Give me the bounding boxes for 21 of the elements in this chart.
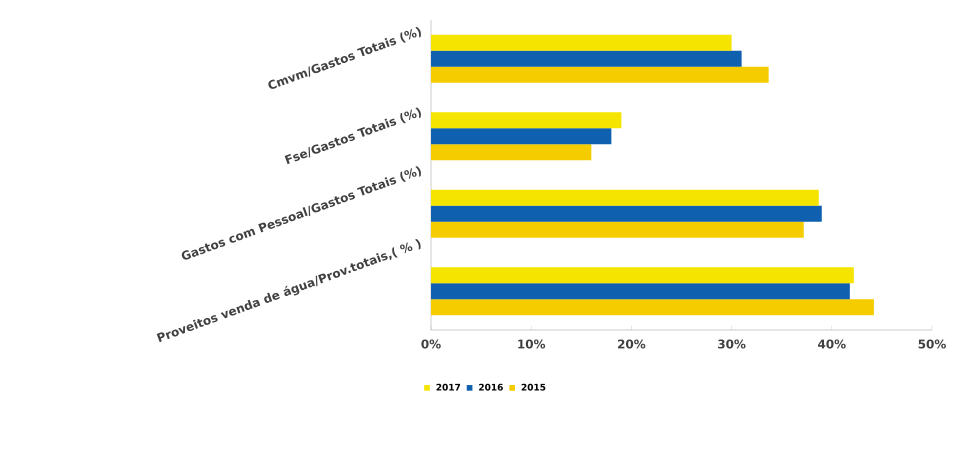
bar — [431, 128, 612, 144]
x-tick-label: 0% — [421, 339, 441, 349]
legend-label: 2017 — [436, 384, 460, 391]
bar — [431, 283, 850, 300]
legend-label: 2016 — [479, 384, 503, 391]
bar — [431, 222, 804, 238]
x-tick-label: 10% — [518, 339, 546, 349]
x-tick-label: 30% — [718, 339, 746, 349]
legend-label: 2015 — [522, 384, 546, 391]
bar — [431, 299, 874, 316]
bar — [431, 190, 819, 206]
x-tick-label: 20% — [618, 339, 646, 349]
bar — [431, 206, 822, 222]
bar — [431, 50, 742, 67]
x-tick-label: 40% — [818, 339, 846, 349]
bar — [431, 34, 732, 51]
bar — [431, 66, 769, 83]
bar — [431, 112, 622, 128]
bar — [431, 267, 854, 284]
bar — [431, 144, 592, 160]
x-tick-label: 50% — [918, 339, 946, 349]
